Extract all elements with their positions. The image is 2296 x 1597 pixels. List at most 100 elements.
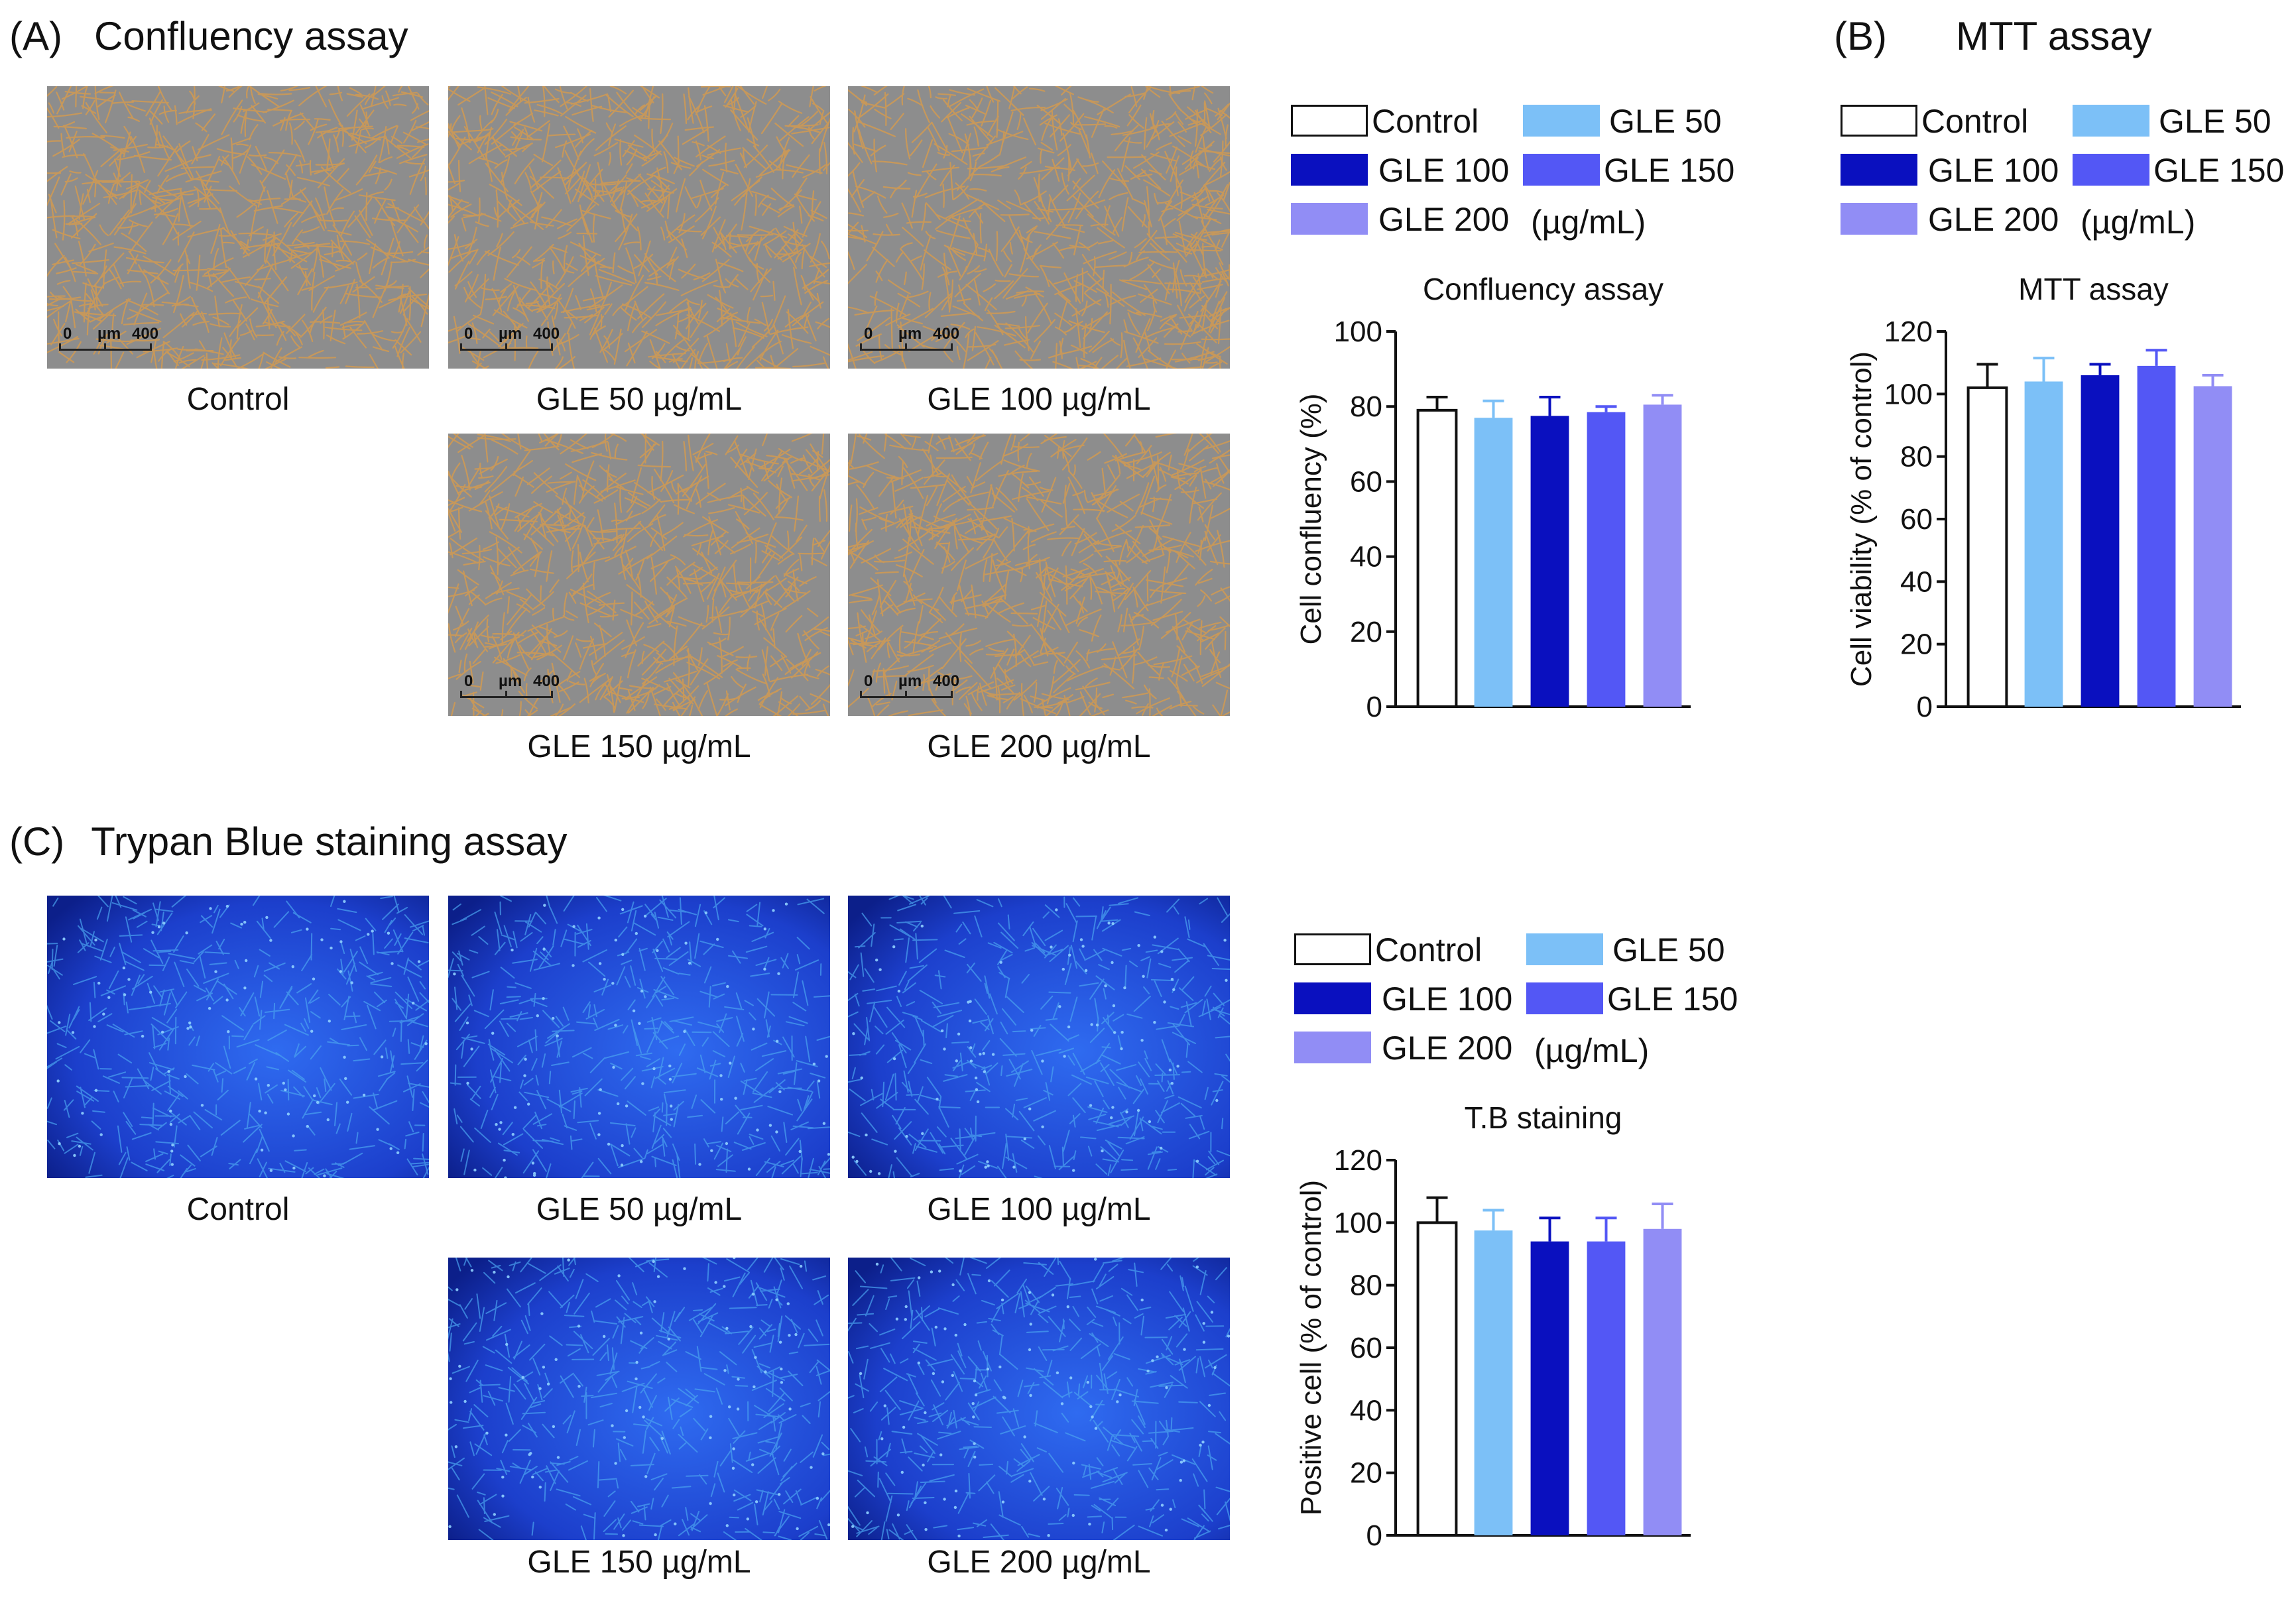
- caption-c-control: Control: [186, 1192, 290, 1227]
- confluency-y-tick-label-100: 100: [1334, 316, 1382, 348]
- confluency-y-axis-label: Cell confluency (%): [1295, 393, 1327, 644]
- confluency-y-tick-label-60: 60: [1350, 465, 1382, 498]
- tb-staining-bar-chart: T.B staining Positive cell (% of control)…: [1280, 1094, 1744, 1558]
- micrograph-c-control: [47, 896, 429, 1178]
- mtt-y-tick-label-100: 100: [1884, 378, 1933, 410]
- confluency-chart-title: Confluency assay: [1423, 272, 1663, 306]
- micrograph-c-gle150: [448, 1258, 830, 1540]
- legend-swatch-gle200: [1291, 203, 1368, 235]
- mtt-bar-chart: MTT assay Cell viability (% of control) 0 2…: [1830, 265, 2294, 729]
- mtt-y-tick-label-40: 40: [1900, 565, 1933, 598]
- panel-c-title: (C) Trypan Blue staining assay: [9, 819, 567, 864]
- tb-y-tick-label-60: 60: [1350, 1332, 1382, 1364]
- mtt-y-tick-label-60: 60: [1900, 503, 1933, 536]
- tb-y-tick-label-80: 80: [1350, 1270, 1382, 1302]
- scale-bar-unit: µm: [898, 672, 922, 690]
- mtt-chart-title: MTT assay: [2018, 272, 2169, 306]
- scale-bar-zero: 0: [63, 325, 72, 343]
- tb-y-tick-label-100: 100: [1334, 1207, 1382, 1239]
- caption-c-gle150: GLE 150 µg/mL: [527, 1545, 751, 1580]
- scale-bar-max: 400: [533, 672, 560, 690]
- panel-c-letter: (C): [9, 819, 65, 864]
- micrograph-a-control: 0 µm 400: [47, 86, 429, 369]
- tb-chart-title: T.B staining: [1465, 1100, 1622, 1135]
- confluency-bar-chart: Confluency assay Cell confluency (%) 0 20 40…: [1280, 265, 1744, 729]
- legend-unit: (µg/mL): [1534, 1032, 1650, 1069]
- confluency-bar-gle150: [1587, 412, 1626, 707]
- caption-c-gle200: GLE 200 µg/mL: [927, 1545, 1151, 1580]
- scale-bar-unit: µm: [898, 325, 922, 343]
- tb-bar-gle100: [1530, 1241, 1569, 1535]
- micrograph-c-gle200: [848, 1258, 1230, 1540]
- legend-swatch-control: [1841, 105, 1917, 137]
- tb-bar-gle200: [1643, 1228, 1682, 1535]
- confluency-bar-gle50: [1474, 418, 1513, 707]
- confluency-chart-svg: Confluency assay Cell confluency (%) 0 20 40…: [1295, 272, 1691, 723]
- panel-b-title: (B) MTT assay: [1834, 13, 2152, 59]
- confluency-bar-gle100: [1530, 416, 1569, 707]
- confluency-y-tick-label-20: 20: [1350, 616, 1382, 648]
- scale-bar-unit: µm: [499, 672, 522, 690]
- caption-a-gle100: GLE 100 µg/mL: [927, 382, 1151, 417]
- caption-a-gle150: GLE 150 µg/mL: [527, 729, 751, 764]
- micrograph-c-gle100: [848, 896, 1230, 1178]
- mtt-y-axis-label: Cell viability (% of control): [1845, 351, 1878, 687]
- legend-swatch-gle150: [2073, 154, 2149, 186]
- legend-swatch-gle100: [1294, 982, 1371, 1014]
- scale-bar-zero: 0: [864, 325, 873, 343]
- mtt-bar-gle100: [2081, 375, 2120, 707]
- tb-y-tick-label-0: 0: [1366, 1519, 1382, 1552]
- mtt-bar-gle150: [2137, 365, 2176, 707]
- legend-swatch-control: [1294, 933, 1371, 965]
- confluency-y-tick-label-40: 40: [1350, 541, 1382, 573]
- scale-bar-zero: 0: [864, 672, 873, 690]
- tb-bar-gle50: [1474, 1230, 1513, 1535]
- scale-bar-zero: 0: [464, 672, 473, 690]
- legend-unit: (µg/mL): [2081, 204, 2196, 241]
- micrograph-a-gle100: 0 µm 400: [848, 86, 1230, 369]
- confluency-y-tick-label-80: 80: [1350, 390, 1382, 423]
- caption-a-gle200: GLE 200 µg/mL: [927, 729, 1151, 764]
- scale-bar: 0 µm 400: [460, 672, 560, 711]
- panel-a-title: (A) Confluency assay: [9, 13, 408, 59]
- scale-bar-max: 400: [132, 325, 159, 343]
- legend-swatch-gle150: [1526, 982, 1603, 1014]
- scale-bar-max: 400: [533, 325, 560, 343]
- panel-b-letter: (B): [1834, 14, 1887, 58]
- scale-bar: 0 µm 400: [860, 325, 959, 363]
- legend-unit: (µg/mL): [1531, 204, 1646, 241]
- mtt-bar-gle50: [2024, 381, 2063, 707]
- mtt-y-tick-label-0: 0: [1917, 691, 1933, 723]
- tb-y-axis-label: Positive cell (% of control): [1295, 1180, 1327, 1515]
- tb-bar-gle150: [1587, 1241, 1626, 1535]
- legend-swatch-gle100: [1291, 154, 1368, 186]
- panel-a-letter: (A): [9, 14, 62, 58]
- scale-bar: 0 µm 400: [460, 325, 560, 363]
- legend-swatch-control: [1291, 105, 1368, 137]
- tb-y-tick-label-120: 120: [1334, 1144, 1382, 1177]
- scale-bar-zero: 0: [464, 325, 473, 343]
- panel-a-title-text: Confluency assay: [93, 14, 408, 58]
- caption-c-gle50: GLE 50 µg/mL: [536, 1192, 743, 1227]
- legend-swatch-gle50: [2073, 105, 2149, 137]
- scale-bar: 0 µm 400: [860, 672, 959, 711]
- confluency-bar-gle200: [1643, 404, 1682, 707]
- scale-bar-max: 400: [933, 325, 960, 343]
- legend-swatch-gle150: [1523, 154, 1600, 186]
- legend-a: Control GLE 50 GLE 100 GLE 150 GLE 200 (…: [1291, 105, 1755, 244]
- mtt-y-tick-label-20: 20: [1900, 628, 1933, 661]
- confluency-bar-control: [1416, 408, 1458, 709]
- scale-bar-unit: µm: [97, 325, 121, 343]
- micrograph-a-gle200: 0 µm 400: [848, 434, 1230, 716]
- legend-swatch-gle50: [1526, 933, 1603, 965]
- legend-swatch-gle200: [1294, 1032, 1371, 1063]
- legend-b: Control GLE 50 GLE 100 GLE 150 GLE 200 (…: [1841, 105, 2291, 244]
- tb-y-tick-label-20: 20: [1350, 1457, 1382, 1490]
- micrograph-a-gle50: 0 µm 400: [448, 86, 830, 369]
- legend-swatch-gle200: [1841, 203, 1917, 235]
- legend-swatch-gle100: [1841, 154, 1917, 186]
- mtt-bar-control: [1966, 386, 2008, 708]
- tb-chart-svg: T.B staining Positive cell (% of control)…: [1295, 1100, 1691, 1552]
- mtt-y-tick-label-120: 120: [1884, 316, 1933, 348]
- mtt-chart-svg: MTT assay Cell viability (% of control) 0 2…: [1845, 272, 2241, 723]
